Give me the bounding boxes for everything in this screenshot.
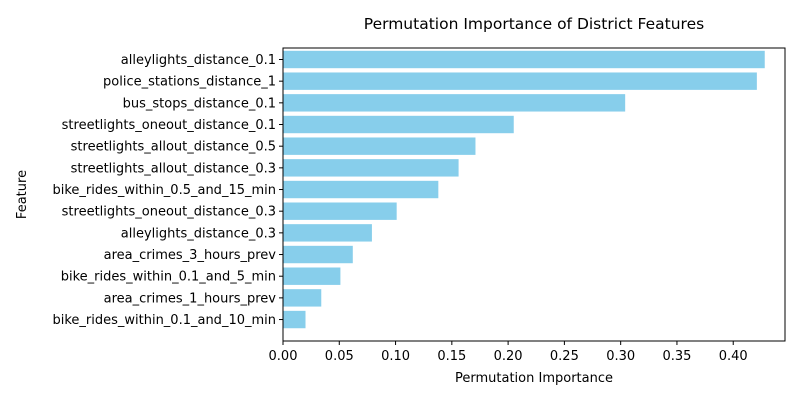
bar xyxy=(283,50,765,69)
bar xyxy=(283,94,626,112)
y-axis: alleylights_distance_0.1 police_stations_… xyxy=(52,53,283,328)
y-tick-label: alleylights_distance_0.1 xyxy=(121,53,276,68)
y-tick-label: streetlights_oneout_distance_0.3 xyxy=(62,205,276,220)
x-tick-label: 0.40 xyxy=(719,349,748,364)
y-tick-label: streetlights_allout_distance_0.5 xyxy=(71,140,276,155)
bar xyxy=(283,310,306,329)
x-tick-label: 0.00 xyxy=(269,349,298,364)
y-tick-label: streetlights_allout_distance_0.3 xyxy=(71,161,276,176)
x-tick-label: 0.25 xyxy=(550,349,579,364)
bar xyxy=(283,159,459,177)
bar xyxy=(283,224,372,242)
y-tick-label: bike_rides_within_0.5_and_15_min xyxy=(52,183,276,198)
y-tick-label: streetlights_oneout_distance_0.1 xyxy=(62,118,276,133)
x-axis: 0.00 0.05 0.10 0.15 0.20 0.25 0.30 0.35 0.40 xyxy=(269,341,748,364)
y-tick-label: bike_rides_within_0.1_and_5_min xyxy=(61,270,276,285)
bar xyxy=(283,72,757,90)
y-tick-label: bus_stops_distance_0.1 xyxy=(123,96,276,111)
y-tick-label: bike_rides_within_0.1_and_10_min xyxy=(52,313,276,328)
bar xyxy=(283,267,341,285)
bar xyxy=(283,115,514,134)
bar xyxy=(283,202,397,220)
bar xyxy=(283,289,322,307)
chart-title: Permutation Importance of District Featu… xyxy=(364,15,704,33)
x-tick-label: 0.20 xyxy=(494,349,523,364)
bars-group xyxy=(283,50,765,329)
x-axis-label: Permutation Importance xyxy=(455,371,613,386)
y-tick-label: alleylights_distance_0.3 xyxy=(121,226,276,241)
bar xyxy=(283,245,353,264)
x-tick-label: 0.15 xyxy=(437,349,466,364)
x-tick-label: 0.30 xyxy=(606,349,635,364)
x-tick-label: 0.05 xyxy=(325,349,354,364)
y-axis-label: Feature xyxy=(15,170,30,219)
bar xyxy=(283,137,476,155)
y-tick-label: area_crimes_3_hours_prev xyxy=(104,248,277,263)
y-tick-label: police_stations_distance_1 xyxy=(103,75,276,90)
x-tick-label: 0.35 xyxy=(662,349,691,364)
x-tick-label: 0.10 xyxy=(381,349,410,364)
plot-frame xyxy=(282,47,786,342)
bar xyxy=(283,180,439,199)
y-tick-label: area_crimes_1_hours_prev xyxy=(104,291,277,306)
